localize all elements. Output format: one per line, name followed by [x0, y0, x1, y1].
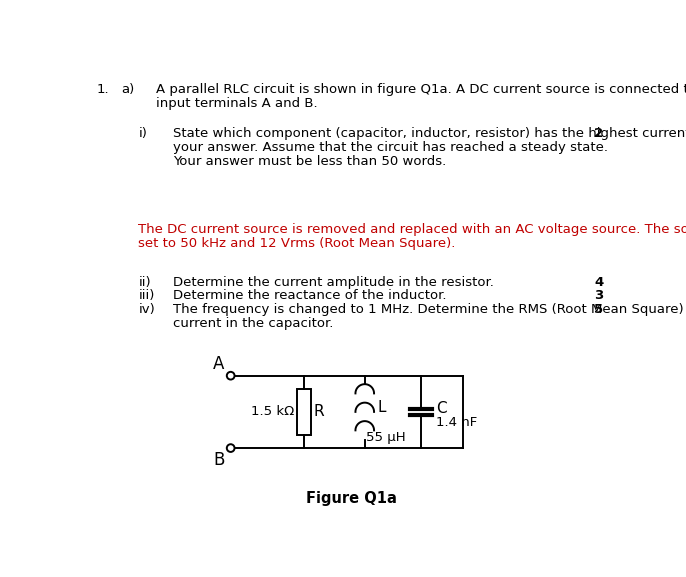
Text: 3: 3 — [594, 290, 604, 302]
Text: 2: 2 — [594, 127, 604, 140]
Text: 1.4 nF: 1.4 nF — [436, 416, 477, 429]
Text: R: R — [314, 404, 324, 419]
Text: L: L — [377, 400, 386, 415]
Text: 5: 5 — [594, 304, 604, 316]
Text: input terminals A and B.: input terminals A and B. — [156, 97, 317, 110]
Text: 4: 4 — [594, 276, 604, 288]
Text: Determine the current amplitude in the resistor.: Determine the current amplitude in the r… — [173, 276, 493, 288]
Text: Determine the reactance of the inductor.: Determine the reactance of the inductor. — [173, 290, 446, 302]
Text: A: A — [213, 355, 224, 373]
Text: 1.: 1. — [97, 83, 109, 96]
Text: B: B — [213, 451, 224, 469]
Text: State which component (capacitor, inductor, resistor) has the highest current. E: State which component (capacitor, induct… — [173, 127, 686, 140]
Text: current in the capacitor.: current in the capacitor. — [173, 317, 333, 330]
Text: 1.5 kΩ: 1.5 kΩ — [251, 406, 294, 418]
Text: A parallel RLC circuit is shown in figure Q1a. A DC current source is connected : A parallel RLC circuit is shown in figur… — [156, 83, 686, 96]
Text: The frequency is changed to 1 MHz. Determine the RMS (Root Mean Square): The frequency is changed to 1 MHz. Deter… — [173, 304, 683, 316]
Text: C: C — [436, 402, 447, 417]
Text: iv): iv) — [139, 304, 155, 316]
Text: The DC current source is removed and replaced with an AC voltage source. The sou: The DC current source is removed and rep… — [139, 223, 686, 236]
Text: a): a) — [121, 83, 134, 96]
Text: set to 50 kHz and 12 Vrms (Root Mean Square).: set to 50 kHz and 12 Vrms (Root Mean Squ… — [139, 237, 456, 250]
Bar — [297, 389, 311, 435]
Text: ii): ii) — [139, 276, 151, 288]
Text: iii): iii) — [139, 290, 155, 302]
Text: Figure Q1a: Figure Q1a — [306, 491, 397, 506]
Text: Your answer must be less than 50 words.: Your answer must be less than 50 words. — [173, 155, 446, 168]
Text: 55 μH: 55 μH — [366, 431, 406, 444]
Text: your answer. Assume that the circuit has reached a steady state.: your answer. Assume that the circuit has… — [173, 141, 608, 154]
Text: i): i) — [139, 127, 147, 140]
